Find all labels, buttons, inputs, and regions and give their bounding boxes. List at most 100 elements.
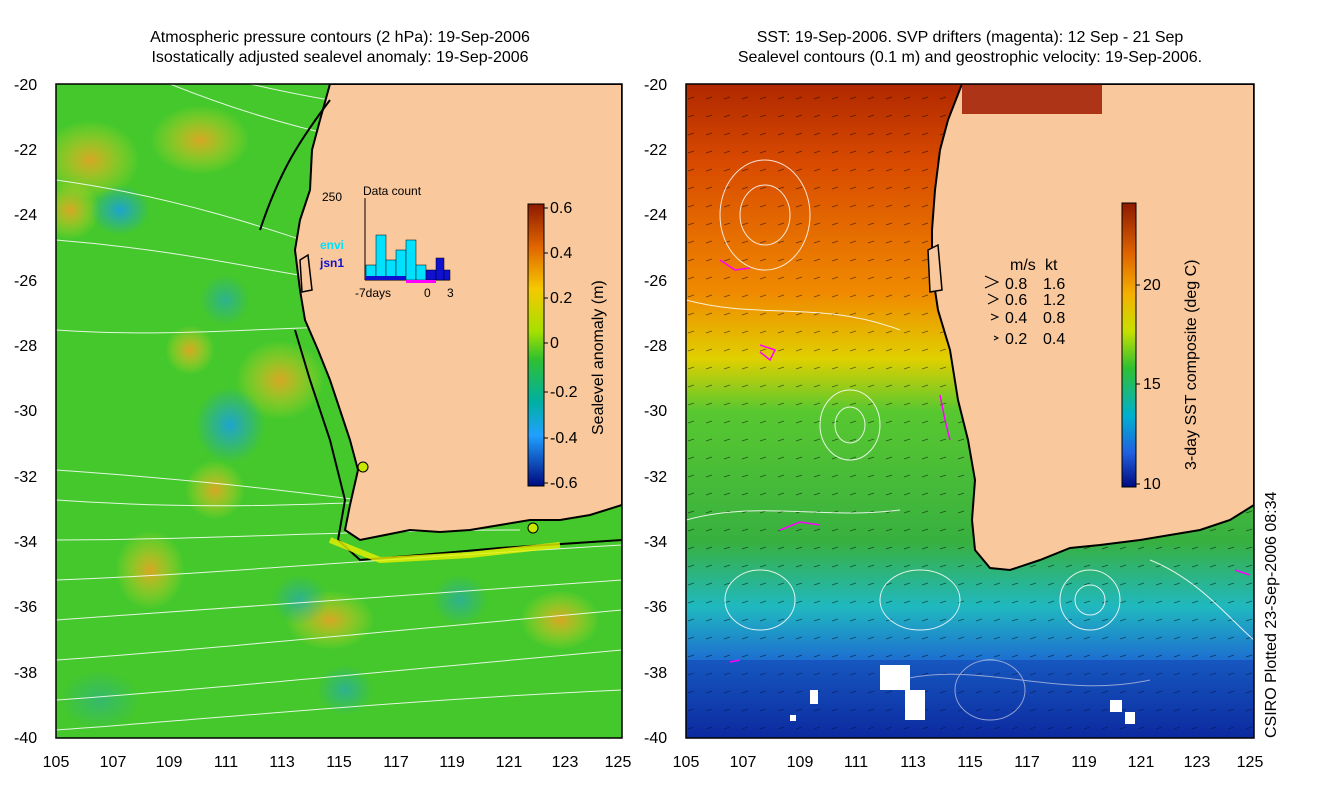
- y-tick: -20: [644, 77, 667, 94]
- inset-legend-jsn1: jsn1: [319, 256, 344, 270]
- y-tick: -22: [644, 142, 667, 159]
- right-title-line2: Sealevel contours (0.1 m) and geostrophi…: [737, 49, 1203, 66]
- x-tick: 111: [214, 754, 238, 771]
- right-y-axis: -20 -22 -24 -26 -28 -30 -32 -34 -36 -38 …: [644, 77, 667, 747]
- sst-tick: 20: [1143, 277, 1161, 294]
- left-title-line1: Atmospheric pressure contours (2 hPa): 1…: [150, 29, 530, 46]
- sla-tick: 0: [550, 335, 559, 352]
- right-map: [686, 84, 1254, 738]
- x-tick: 107: [100, 754, 127, 771]
- sla-tick: -0.2: [550, 384, 578, 401]
- svp-drifter-tracks: [719, 259, 1251, 663]
- y-tick: -32: [14, 469, 37, 486]
- inset-x-label-zero: 0: [424, 286, 431, 300]
- x-tick: 117: [1014, 754, 1040, 771]
- x-tick: 119: [439, 754, 465, 771]
- y-tick: -28: [644, 338, 667, 355]
- right-panel-title: SST: 19-Sep-2006. SVP drifters (magenta)…: [690, 28, 1250, 68]
- sealevel-contours: [686, 159, 1254, 721]
- plot-credit: CSIRO Plotted 23-Sep-2006 08:34: [1263, 492, 1280, 738]
- velocity-kt: 0.8: [1043, 310, 1065, 327]
- x-tick: 111: [844, 754, 868, 771]
- y-tick: -26: [14, 273, 37, 290]
- x-tick: 117: [383, 754, 409, 771]
- right-x-axis: 105 107 109 111 113 115 117 119 121 123 …: [673, 754, 1264, 771]
- velocity-legend: m/s kt 0.8 1.6 0.6 1.2 0.4 0.8 0.2 0.4: [984, 257, 1065, 348]
- x-tick: 121: [496, 754, 523, 771]
- inset-legend-envi: envi: [320, 238, 344, 252]
- y-tick: -28: [14, 338, 37, 355]
- sla-colorbar-ticks: 0.6 0.4 0.2 0 -0.2 -0.4 -0.6: [544, 200, 578, 492]
- x-tick: 113: [269, 754, 295, 771]
- data-count-inset: Data count 250 -7days 0 3 envi jsn1: [319, 184, 454, 300]
- y-tick: -34: [14, 534, 37, 551]
- cloud-mask: [790, 665, 1135, 724]
- shelf-contour-left: [259, 99, 331, 231]
- sla-tick: 0.6: [550, 200, 572, 217]
- x-tick: 109: [787, 754, 814, 771]
- y-tick: -38: [644, 665, 667, 682]
- y-tick: -40: [14, 730, 37, 747]
- right-title-line1: SST: 19-Sep-2006. SVP drifters (magenta)…: [756, 29, 1184, 46]
- x-tick: 121: [1128, 754, 1155, 771]
- y-tick: -36: [14, 599, 37, 616]
- x-tick: 105: [673, 754, 700, 771]
- sst-colorbar: [1121, 202, 1137, 488]
- x-tick: 115: [957, 754, 983, 771]
- y-tick: -22: [14, 142, 37, 159]
- sla-colorbar-label: Sealevel anomaly (m): [590, 280, 607, 435]
- australia-land-right: [931, 84, 1254, 572]
- velocity-ms: 0.4: [1005, 310, 1027, 327]
- x-tick: 125: [1237, 754, 1264, 771]
- sla-tick: 0.4: [550, 245, 572, 262]
- x-tick: 105: [43, 754, 70, 771]
- x-tick: 107: [730, 754, 757, 771]
- right-map-frame: [685, 83, 1255, 739]
- y-tick: -30: [644, 403, 667, 420]
- y-tick: -38: [14, 665, 37, 682]
- sst-colorbar-label: 3-day SST composite (deg C): [1183, 260, 1200, 470]
- sst-tick: 10: [1143, 476, 1161, 493]
- sst-tick: 15: [1143, 376, 1161, 393]
- x-tick: 119: [1071, 754, 1097, 771]
- x-tick: 123: [1184, 754, 1211, 771]
- shark-bay-left: [299, 253, 313, 293]
- inset-x-label-start: -7days: [355, 286, 391, 300]
- sst-colorbar-ticks: 20 15 10: [1136, 277, 1161, 493]
- left-panel-title: Atmospheric pressure contours (2 hPa): 1…: [100, 28, 580, 68]
- inset-title: Data count: [363, 184, 422, 198]
- velocity-header-kt: kt: [1045, 257, 1058, 274]
- y-tick: -24: [14, 207, 37, 224]
- y-tick: -40: [644, 730, 667, 747]
- velocity-ms: 0.8: [1005, 276, 1027, 293]
- left-title-line2: Isostatically adjusted sealevel anomaly:…: [151, 49, 529, 66]
- left-y-axis: -20 -22 -24 -26 -28 -30 -32 -34 -36 -38 …: [14, 77, 37, 747]
- velocity-kt: 1.2: [1043, 292, 1065, 309]
- y-tick: -26: [644, 273, 667, 290]
- y-tick: -24: [644, 207, 667, 224]
- inset-y-label: 250: [322, 190, 342, 204]
- sla-tick: -0.4: [550, 430, 578, 447]
- sla-colorbar: [527, 203, 545, 487]
- velocity-header-ms: m/s: [1010, 257, 1036, 274]
- inset-x-label-end: 3: [447, 286, 454, 300]
- sla-tick: 0.2: [550, 290, 572, 307]
- velocity-ms: 0.6: [1005, 292, 1027, 309]
- left-x-axis: 105 107 109 111 113 115 117 119 121 123 …: [43, 754, 632, 771]
- inset-bars: [365, 234, 451, 283]
- x-tick: 113: [900, 754, 926, 771]
- shark-bay-right: [927, 243, 943, 293]
- y-tick: -32: [644, 469, 667, 486]
- x-tick: 109: [156, 754, 183, 771]
- y-tick: -20: [14, 77, 37, 94]
- y-tick: -30: [14, 403, 37, 420]
- y-tick: -34: [644, 534, 667, 551]
- x-tick: 115: [326, 754, 352, 771]
- sla-tick: -0.6: [550, 475, 578, 492]
- x-tick: 125: [605, 754, 632, 771]
- velocity-ms: 0.2: [1005, 331, 1027, 348]
- y-tick: -36: [644, 599, 667, 616]
- velocity-kt: 0.4: [1043, 331, 1065, 348]
- left-map-frame: [55, 83, 623, 739]
